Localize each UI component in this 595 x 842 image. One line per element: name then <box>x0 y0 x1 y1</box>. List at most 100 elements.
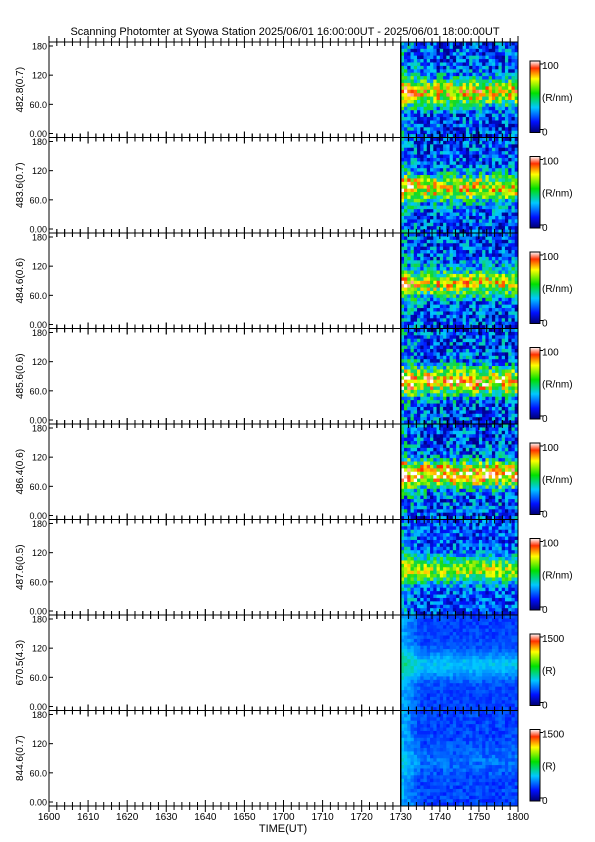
heatmap-cell <box>478 297 483 302</box>
heatmap-cell <box>462 410 467 415</box>
heatmap-cell <box>472 185 477 190</box>
heatmap-cell <box>430 366 434 370</box>
heatmap-cell <box>417 290 421 295</box>
heatmap-cell <box>400 509 405 514</box>
heatmap-cell <box>439 198 444 203</box>
heatmap-cell <box>482 96 486 101</box>
heatmap-cell <box>400 147 405 152</box>
heatmap-cell <box>482 93 486 97</box>
heatmap-cell <box>443 348 447 353</box>
heatmap-cell <box>504 144 509 149</box>
heatmap-cell <box>417 386 421 391</box>
heatmap-cell <box>488 369 493 374</box>
heatmap-cell <box>423 424 428 428</box>
heatmap-cell <box>430 209 434 213</box>
heatmap-cell <box>436 215 441 220</box>
heatmap-cell <box>433 458 437 462</box>
heatmap-cell <box>459 260 464 265</box>
heatmap-cell <box>491 376 496 381</box>
heatmap-cell <box>426 76 431 80</box>
heatmap-cell <box>420 424 424 428</box>
heatmap-cell <box>514 410 519 415</box>
heatmap-cell <box>430 345 434 350</box>
heatmap-cell <box>433 79 437 84</box>
heatmap-cell <box>433 192 437 196</box>
heatmap-cell <box>508 393 512 398</box>
heatmap-cell <box>462 99 467 104</box>
heatmap-cell <box>420 55 424 60</box>
heatmap-cell <box>413 175 418 179</box>
heatmap-cell <box>511 195 516 200</box>
heatmap-cell <box>459 355 464 360</box>
heatmap-cell <box>417 417 421 421</box>
heatmap-cell <box>452 168 457 173</box>
heatmap-cell <box>433 76 437 80</box>
heatmap-cell <box>443 267 447 271</box>
heatmap-cell <box>485 127 490 132</box>
heatmap-cell <box>495 325 499 329</box>
heatmap-cell <box>426 301 431 306</box>
heatmap-cell <box>420 488 424 493</box>
heatmap-cell <box>472 96 477 101</box>
heatmap-cell <box>404 123 408 128</box>
heatmap-cell <box>413 413 418 418</box>
heatmap-cell <box>410 502 415 507</box>
heatmap-cell <box>491 355 496 360</box>
heatmap-cell <box>511 117 516 121</box>
heatmap-cell <box>482 59 486 63</box>
heatmap-cell <box>446 127 451 132</box>
heatmap-cell <box>469 55 473 60</box>
heatmap-cell <box>469 267 473 271</box>
heatmap-cell <box>413 461 418 466</box>
heatmap-cell <box>404 72 408 77</box>
heatmap-cell <box>475 202 480 207</box>
heatmap-cell <box>436 270 441 275</box>
heatmap-cell <box>407 171 411 176</box>
heatmap-cell <box>423 386 428 391</box>
heatmap-cell <box>488 69 493 74</box>
heatmap-cell <box>423 45 428 50</box>
heatmap-cell <box>478 72 483 77</box>
heatmap-cell <box>462 280 467 285</box>
heatmap-cell <box>488 355 493 360</box>
heatmap-cell <box>410 328 415 333</box>
heatmap-cell <box>469 161 473 166</box>
heatmap-cell <box>443 59 447 63</box>
heatmap-cell <box>488 239 493 244</box>
heatmap-cell <box>400 181 405 186</box>
heatmap-cell <box>508 113 512 118</box>
heatmap-cell <box>485 106 490 111</box>
heatmap-cell <box>400 212 405 217</box>
heatmap-cell <box>404 314 408 319</box>
heatmap-cell <box>433 420 437 425</box>
heatmap-cell <box>488 386 493 391</box>
heatmap-cell <box>407 130 411 135</box>
heatmap-cell <box>407 328 411 333</box>
heatmap-cell <box>436 294 441 299</box>
heatmap-cell <box>404 454 408 459</box>
heatmap-cell <box>485 263 490 268</box>
heatmap-cell <box>504 209 509 213</box>
heatmap-cell <box>423 403 428 408</box>
heatmap-cell <box>413 492 418 497</box>
heatmap-cell <box>407 250 411 254</box>
heatmap-cell <box>508 311 512 316</box>
heatmap-cell <box>469 400 473 404</box>
heatmap-cell <box>439 396 444 401</box>
heatmap-cell <box>436 444 441 449</box>
heatmap-cell <box>413 512 418 517</box>
heatmap-cell <box>465 123 470 128</box>
heatmap-cell <box>426 72 431 77</box>
heatmap-cell <box>469 386 473 391</box>
heatmap-cell <box>472 219 477 224</box>
heatmap-cell <box>456 379 460 384</box>
heatmap-cell <box>426 505 431 510</box>
heatmap-cell <box>407 69 411 74</box>
heatmap-cell <box>410 171 415 176</box>
heatmap-cell <box>417 451 421 456</box>
heatmap-cell <box>456 178 460 183</box>
heatmap-cell <box>501 198 506 203</box>
heatmap-cell <box>491 277 496 282</box>
heatmap-cell <box>469 120 473 125</box>
heatmap-cell <box>446 253 451 258</box>
